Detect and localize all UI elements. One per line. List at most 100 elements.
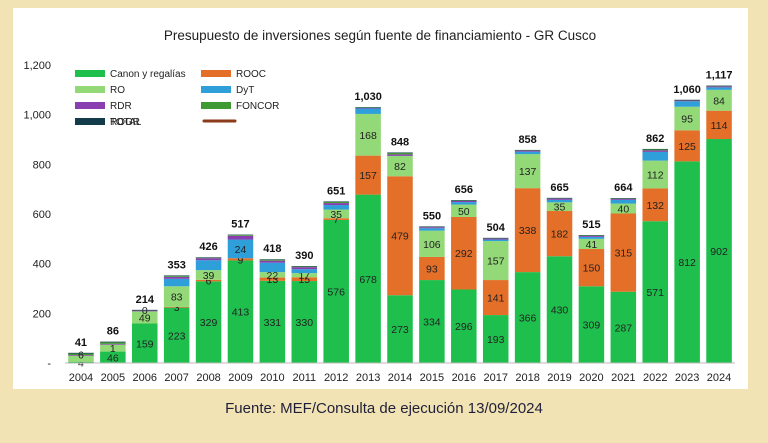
legend-item-rdr: RDR xyxy=(75,101,132,112)
bar-segment-canon-y-regalias xyxy=(291,281,318,363)
x-tick-label: 2019 xyxy=(547,372,571,384)
bar-segment-ro xyxy=(546,202,573,212)
data-label: 6 xyxy=(78,349,84,361)
data-label: 22 xyxy=(267,270,279,282)
bar-segment-rogr xyxy=(674,99,700,101)
bar-segment-rooc xyxy=(291,277,318,282)
bar-segment-dyt xyxy=(642,151,668,161)
legend-swatch xyxy=(75,86,105,93)
x-tick-label: 2017 xyxy=(483,372,507,384)
bar-segment-foncor xyxy=(68,353,94,356)
data-label: 132 xyxy=(646,200,664,212)
bar-segment-ro xyxy=(291,273,318,278)
bar-segment-rdr xyxy=(259,260,286,263)
bar-segment-rogr xyxy=(259,259,286,260)
legend-label: ROGR xyxy=(110,117,140,128)
bar-segment-ro xyxy=(387,155,413,177)
bar-segment-canon-y-regalias xyxy=(578,286,605,363)
bar-segment-dyt xyxy=(163,278,190,287)
y-tick-label: 600 xyxy=(33,209,51,221)
data-label: 24 xyxy=(235,244,247,256)
data-label: 1 xyxy=(110,343,116,355)
total-label: 504 xyxy=(487,222,506,234)
bar-segment-rooc xyxy=(227,258,254,261)
bar-segment-rooc xyxy=(514,188,541,273)
bar-segment-ro xyxy=(451,204,477,217)
data-label: 0 xyxy=(142,305,148,317)
data-label: 83 xyxy=(171,292,183,304)
bar-segment-dyt xyxy=(451,202,477,205)
bar-segment-dyt xyxy=(546,199,573,203)
y-tick-label: - xyxy=(47,358,51,370)
bar-segment-rooc xyxy=(355,155,381,195)
data-label: 331 xyxy=(264,317,282,329)
data-label: 9 xyxy=(238,254,244,266)
x-tick-label: 2004 xyxy=(69,372,93,384)
bar-segment-rooc xyxy=(195,279,222,282)
legend-swatch xyxy=(201,102,231,109)
data-label: 17 xyxy=(298,270,310,282)
legend-label: TOTAL xyxy=(110,117,142,128)
bar-segment-ro xyxy=(323,209,349,219)
bar-segment-rogr xyxy=(68,352,94,354)
data-label: 479 xyxy=(391,231,409,243)
total-label: 353 xyxy=(167,259,185,271)
x-tick-label: 2014 xyxy=(388,372,412,384)
bar-stack-2016: 296 292 50 656 xyxy=(451,184,477,363)
chart-legend: Canon y regalías ROOC RO DyT RDR FONCOR ROGRTO… xyxy=(75,69,279,128)
bar-segment-canon-y-regalias xyxy=(355,194,381,363)
legend-label: DyT xyxy=(236,85,254,96)
bar-segment-dyt xyxy=(291,269,318,274)
x-tick-label: 2009 xyxy=(228,372,252,384)
bar-segment-rdr xyxy=(419,227,445,229)
data-label: 430 xyxy=(551,305,569,317)
x-tick-label: 2023 xyxy=(675,372,699,384)
legend-item-rogr: ROGR xyxy=(75,117,140,128)
bar-segment-rogr xyxy=(451,200,477,201)
bar-segment-rooc xyxy=(387,176,413,296)
bar-segment-foncor xyxy=(163,275,190,277)
data-label: 84 xyxy=(713,95,725,107)
bar-segment-rogr xyxy=(132,309,158,311)
bar-segment-ro xyxy=(482,241,509,281)
legend-label: Canon y regalías xyxy=(110,69,186,80)
data-label: 223 xyxy=(168,330,186,342)
x-tick-label: 2005 xyxy=(101,372,125,384)
bar-stack-2009: 413 924 517 xyxy=(227,219,254,363)
data-label: 182 xyxy=(551,229,569,241)
total-label: 550 xyxy=(423,210,441,222)
bar-segment-rdr xyxy=(674,100,700,102)
bar-segment-ro xyxy=(419,230,445,257)
bar-segment-rdr xyxy=(291,267,318,270)
data-label: 137 xyxy=(519,166,537,178)
legend-swatch xyxy=(75,102,105,109)
data-label: 40 xyxy=(617,204,629,216)
bar-segment-rdr xyxy=(323,203,349,206)
bar-segment-rogr xyxy=(291,266,318,267)
bar-stack-2007: 223 383 353 xyxy=(163,259,190,363)
data-label: 112 xyxy=(647,170,664,182)
legend-item-total: TOTAL xyxy=(110,117,237,128)
data-label: 150 xyxy=(583,263,601,275)
total-label: 665 xyxy=(550,182,568,194)
bar-segment-rooc xyxy=(451,216,477,290)
total-label: 848 xyxy=(391,136,409,148)
bar-segment-foncor xyxy=(227,235,254,236)
legend-label: RO xyxy=(110,85,125,96)
legend-item-dyt: DyT xyxy=(201,85,254,96)
data-label: 193 xyxy=(487,334,505,346)
x-tick-label: 2012 xyxy=(324,372,348,384)
x-tick-label: 2007 xyxy=(164,372,188,384)
data-label: 576 xyxy=(327,286,345,298)
bar-stack-2005: 461 86 xyxy=(100,326,126,364)
total-label: 651 xyxy=(327,185,345,197)
bar-segment-dyt xyxy=(610,199,637,204)
bar-segment-rdr xyxy=(610,198,637,200)
data-label: 157 xyxy=(487,256,505,268)
y-axis: - 200 400 600 800 1,000 1,200 xyxy=(23,60,51,370)
y-tick-label: 400 xyxy=(33,259,51,271)
bar-segment-rogr xyxy=(514,149,541,151)
bar-segment-canon-y-regalias xyxy=(451,289,477,363)
data-label: 812 xyxy=(678,257,696,269)
